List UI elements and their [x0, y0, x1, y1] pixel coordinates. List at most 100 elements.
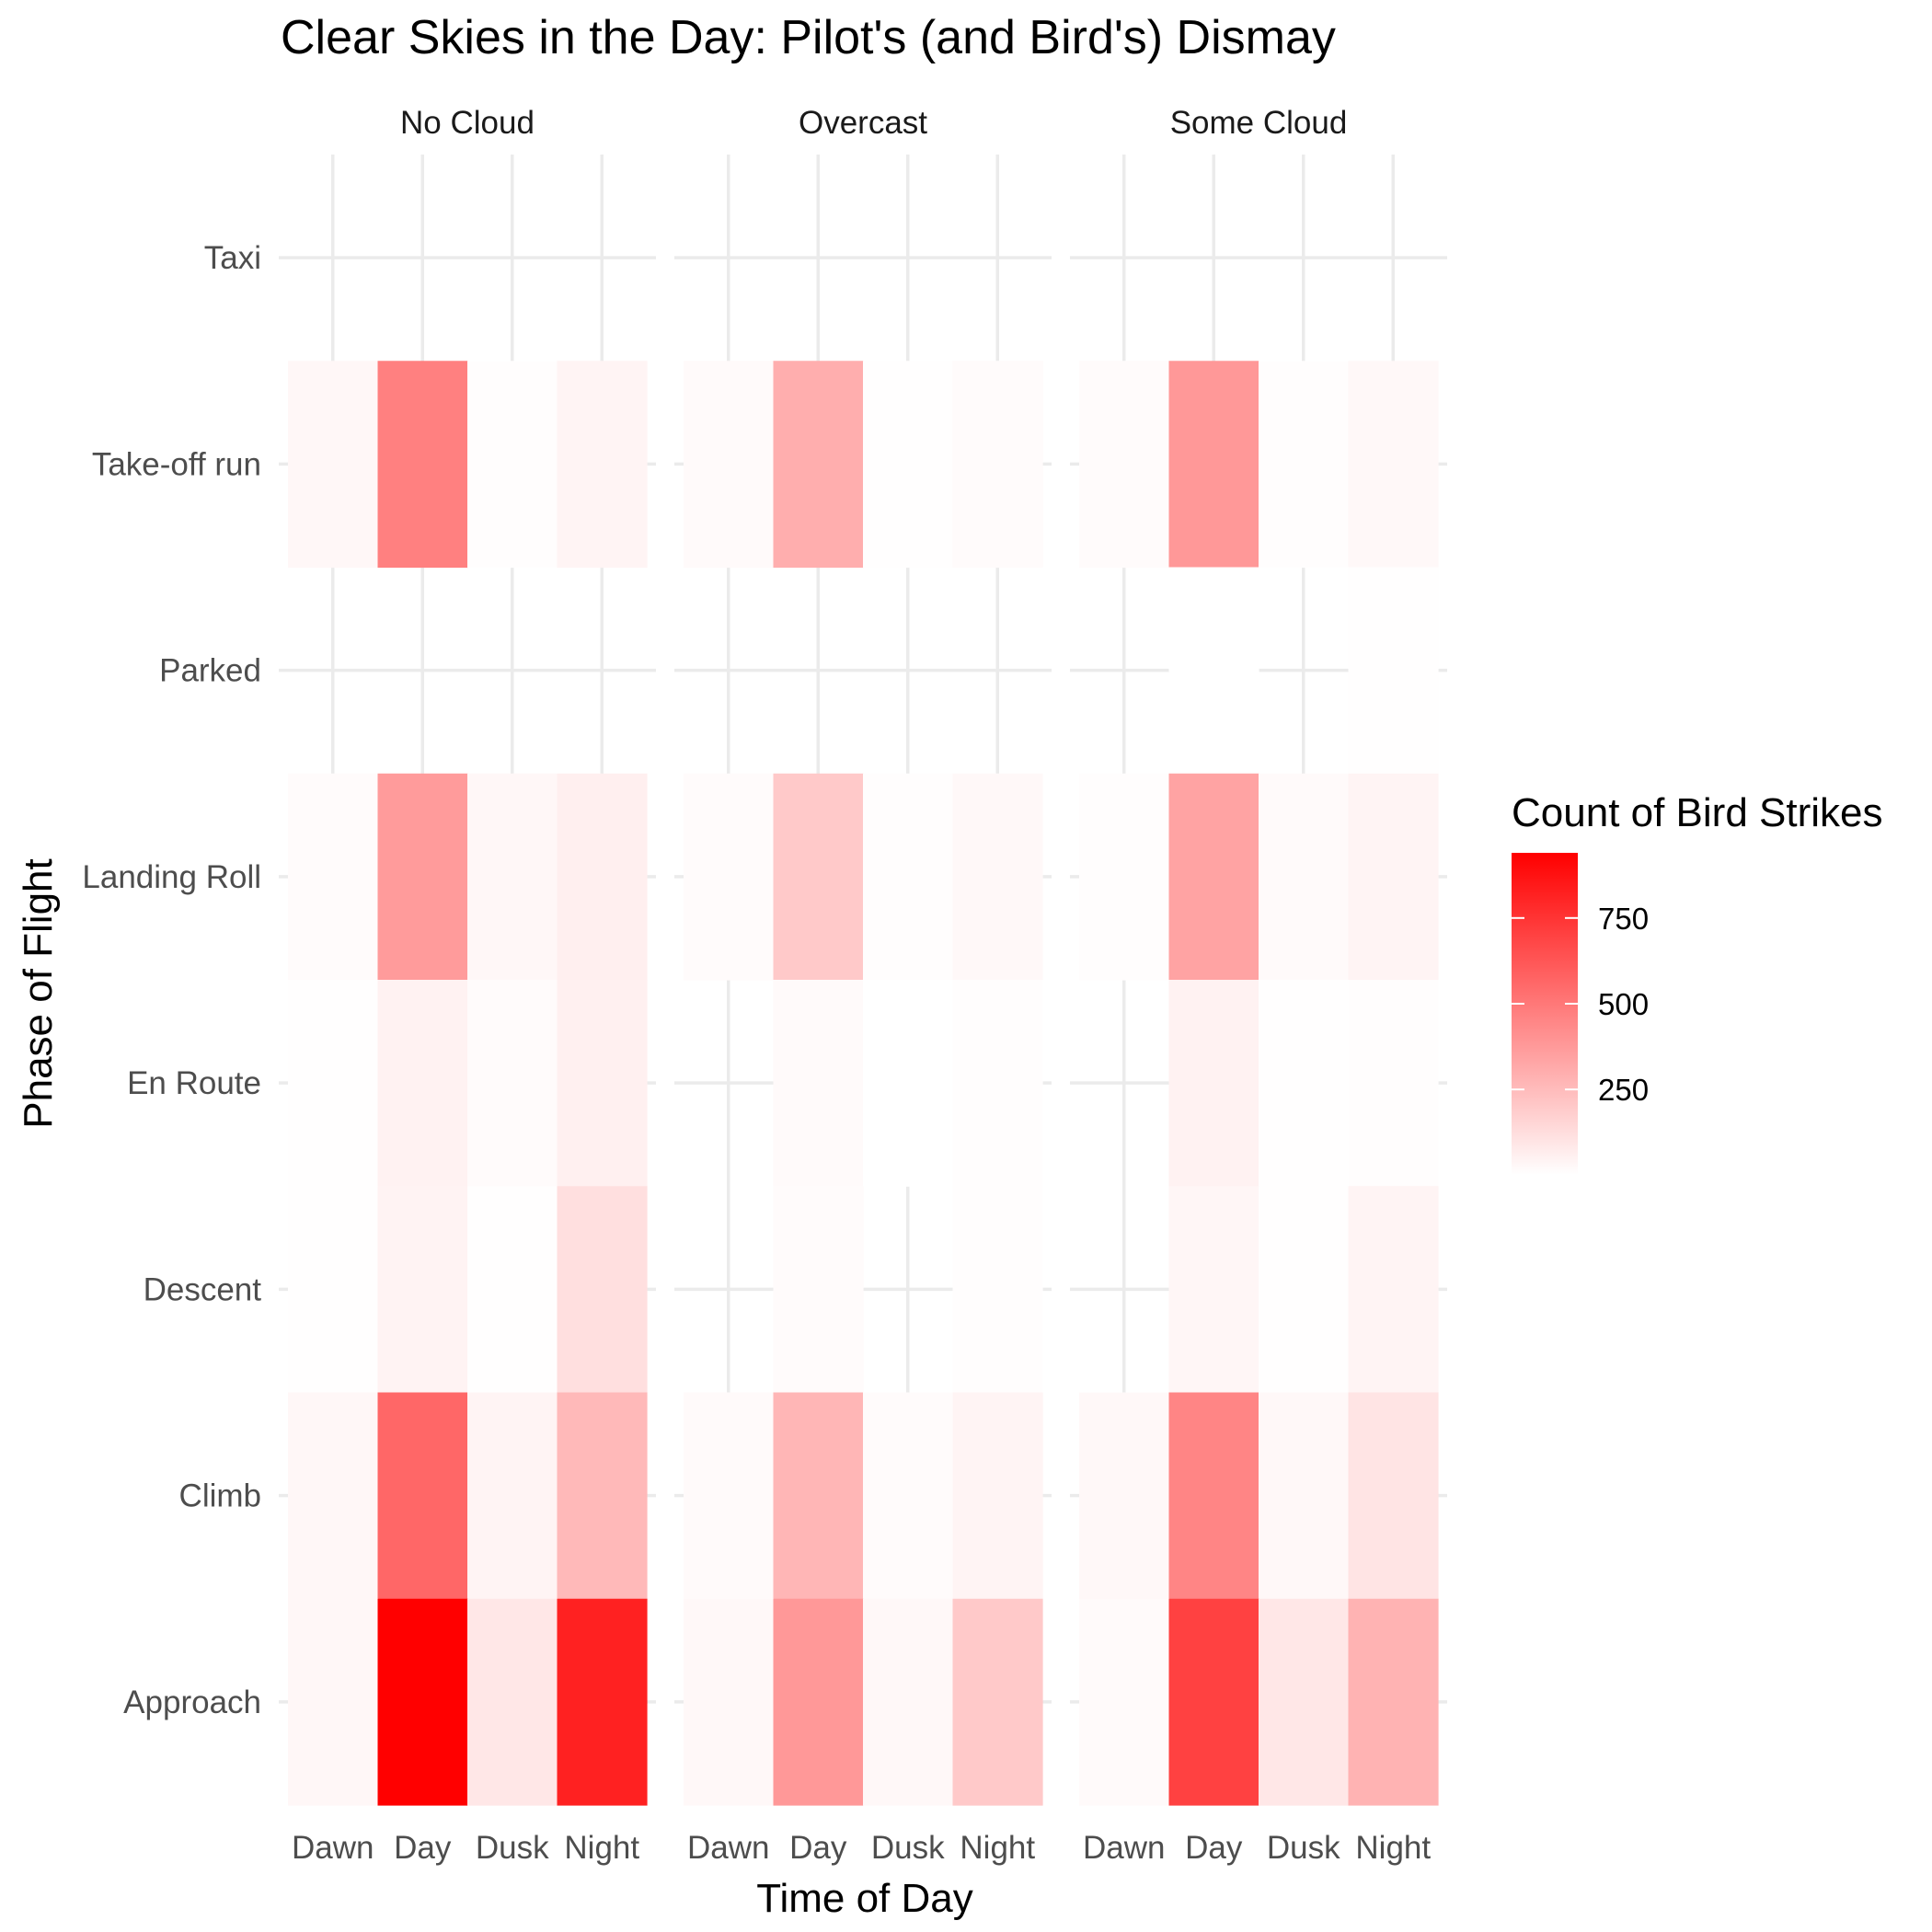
heatmap-cell-overcast-landing-roll-night [952, 773, 1043, 981]
heatmap-cell-no-cloud-take-off-run-night [557, 361, 648, 569]
heatmap-cell-overcast-take-off-run-dusk [863, 361, 954, 569]
heatmap-cell-overcast-climb-night [952, 1392, 1043, 1600]
heatmap-cell-overcast-take-off-run-dawn [684, 361, 775, 569]
heatmap-cell-some-cloud-descent-day [1168, 1186, 1259, 1394]
legend-ticks: 250 500 750 [1512, 902, 1649, 1107]
heatmap-cell-no-cloud-approach-night [557, 1598, 648, 1806]
heatmap-cell-overcast-approach-night [952, 1598, 1043, 1806]
heatmap-cell-no-cloud-descent-dusk [467, 1186, 558, 1394]
heatmap-cell-overcast-climb-dawn [684, 1392, 775, 1600]
x-tick-label-some-cloud-dusk: Dusk [1267, 1830, 1340, 1866]
heatmap-cell-overcast-descent-day [773, 1186, 864, 1394]
facet-label-some-cloud: Some Cloud [1170, 105, 1348, 141]
heatmap-cell-overcast-landing-roll-dusk [863, 773, 954, 981]
heatmap-cell-no-cloud-take-off-run-dawn [288, 361, 379, 569]
heatmap-cell-no-cloud-climb-dawn [288, 1392, 379, 1600]
heatmap-cell-overcast-climb-day [773, 1392, 864, 1600]
axis-labels: No Cloud Dawn Day Dusk Night Overcast Dawn Day D… [82, 105, 1431, 1866]
heatmap-cell-some-cloud-en-route-night [1348, 980, 1439, 1187]
heatmap-cell-no-cloud-take-off-run-day [377, 361, 468, 569]
heatmap-cells [288, 361, 1439, 1806]
heatmap-cell-no-cloud-climb-night [557, 1392, 648, 1600]
heatmap-cell-no-cloud-descent-day [377, 1186, 468, 1394]
heatmap-cell-no-cloud-descent-dawn [288, 1186, 379, 1394]
heatmap-cell-no-cloud-landing-roll-dawn [288, 773, 379, 981]
facet-label-no-cloud: No Cloud [400, 105, 535, 141]
y-tick-label-parked: Parked [159, 653, 261, 689]
heatmap-cell-some-cloud-climb-night [1348, 1392, 1439, 1600]
x-tick-label-overcast-night: Night [960, 1830, 1035, 1866]
heatmap-cell-some-cloud-climb-dawn [1079, 1392, 1170, 1600]
y-tick-label-taxi: Taxi [204, 240, 261, 276]
heatmap-cell-overcast-approach-day [773, 1598, 864, 1806]
x-tick-label-some-cloud-day: Day [1185, 1830, 1243, 1866]
chart-title: Clear Skies in the Day: Pilot's (and Bir… [281, 11, 1336, 64]
heatmap-cell-no-cloud-climb-day [377, 1392, 468, 1600]
x-tick-label-no-cloud-dawn: Dawn [292, 1830, 374, 1866]
heatmap-cell-no-cloud-landing-roll-day [377, 773, 468, 981]
heatmap-cell-no-cloud-climb-dusk [467, 1392, 558, 1600]
heatmap-cell-overcast-take-off-run-night [952, 361, 1043, 569]
y-axis-title: Phase of Flight [16, 858, 61, 1129]
heatmap-cell-overcast-climb-dusk [863, 1392, 954, 1600]
x-tick-label-no-cloud-dusk: Dusk [476, 1830, 549, 1866]
x-tick-label-no-cloud-day: Day [394, 1830, 452, 1866]
y-tick-label-take-off-run: Take-off run [92, 446, 261, 482]
heatmap-cell-no-cloud-approach-day [377, 1598, 468, 1806]
heatmap-cell-some-cloud-descent-night [1348, 1186, 1439, 1394]
heatmap-cell-some-cloud-approach-dusk [1259, 1598, 1350, 1806]
legend-title: Count of Bird Strikes [1512, 790, 1883, 835]
heatmap-cell-some-cloud-take-off-run-dusk [1259, 361, 1350, 569]
heatmap-cell-overcast-landing-roll-dawn [684, 773, 775, 981]
heatmap-cell-no-cloud-landing-roll-night [557, 773, 648, 981]
heatmap-cell-overcast-en-route-day [773, 980, 864, 1187]
x-tick-label-overcast-dawn: Dawn [687, 1830, 769, 1866]
heatmap-cell-some-cloud-landing-roll-day [1168, 773, 1259, 981]
heatmap-cell-some-cloud-en-route-day [1168, 980, 1259, 1187]
color-legend: Count of Bird Strikes 250 500 750 [1512, 790, 1883, 1175]
heatmap-cell-overcast-en-route-dusk [863, 980, 954, 1187]
x-tick-label-no-cloud-night: Night [564, 1830, 639, 1866]
x-tick-label-overcast-day: Day [789, 1830, 847, 1866]
heatmap-cell-overcast-approach-dawn [684, 1598, 775, 1806]
facet-label-overcast: Overcast [799, 105, 927, 141]
heatmap-cell-some-cloud-en-route-dusk [1259, 980, 1350, 1187]
heatmap-cell-some-cloud-take-off-run-night [1348, 361, 1439, 569]
heatmap-cell-no-cloud-descent-night [557, 1186, 648, 1394]
heatmap-cell-some-cloud-landing-roll-night [1348, 773, 1439, 981]
heatmap-cell-no-cloud-en-route-day [377, 980, 468, 1187]
heatmap-cell-no-cloud-approach-dusk [467, 1598, 558, 1806]
heatmap-cell-overcast-approach-dusk [863, 1598, 954, 1806]
legend-tick-label-500: 500 [1598, 987, 1649, 1021]
heatmap-cell-some-cloud-approach-day [1168, 1598, 1259, 1806]
heatmap-cell-overcast-en-route-night [952, 980, 1043, 1187]
y-tick-label-approach: Approach [123, 1685, 261, 1720]
heatmap-cell-no-cloud-landing-roll-dusk [467, 773, 558, 981]
heatmap-cell-some-cloud-parked-night [1348, 567, 1439, 775]
heatmap-cell-overcast-landing-roll-day [773, 773, 864, 981]
heatmap-cell-some-cloud-take-off-run-day [1168, 361, 1259, 569]
y-tick-label-descent: Descent [144, 1271, 262, 1307]
heatmap-cell-some-cloud-descent-dusk [1259, 1186, 1350, 1394]
heatmap-cell-some-cloud-approach-dawn [1079, 1598, 1170, 1806]
y-tick-label-en-route: En Route [127, 1065, 261, 1101]
heatmap-cell-no-cloud-approach-dawn [288, 1598, 379, 1806]
heatmap-cell-some-cloud-landing-roll-dawn [1079, 773, 1170, 981]
x-tick-label-overcast-dusk: Dusk [871, 1830, 945, 1866]
legend-tick-label-750: 750 [1598, 902, 1649, 936]
heatmap-cell-some-cloud-parked-day [1168, 567, 1259, 775]
x-axis-title: Time of Day [756, 1876, 973, 1921]
x-tick-label-some-cloud-night: Night [1355, 1830, 1431, 1866]
heatmap-cell-some-cloud-climb-day [1168, 1392, 1259, 1600]
y-tick-label-landing-roll: Landing Roll [82, 859, 261, 895]
heatmap-cell-overcast-take-off-run-day [773, 361, 864, 569]
heatmap-cell-some-cloud-landing-roll-dusk [1259, 773, 1350, 981]
y-tick-label-climb: Climb [179, 1478, 261, 1514]
heatmap-cell-no-cloud-en-route-dawn [288, 980, 379, 1187]
legend-colorbar [1512, 853, 1578, 1175]
x-tick-label-some-cloud-dawn: Dawn [1083, 1830, 1165, 1866]
heatmap-cell-no-cloud-en-route-night [557, 980, 648, 1187]
heatmap-cell-some-cloud-climb-dusk [1259, 1392, 1350, 1600]
heatmap-cell-overcast-descent-night [952, 1186, 1043, 1394]
legend-tick-label-250: 250 [1598, 1073, 1649, 1107]
